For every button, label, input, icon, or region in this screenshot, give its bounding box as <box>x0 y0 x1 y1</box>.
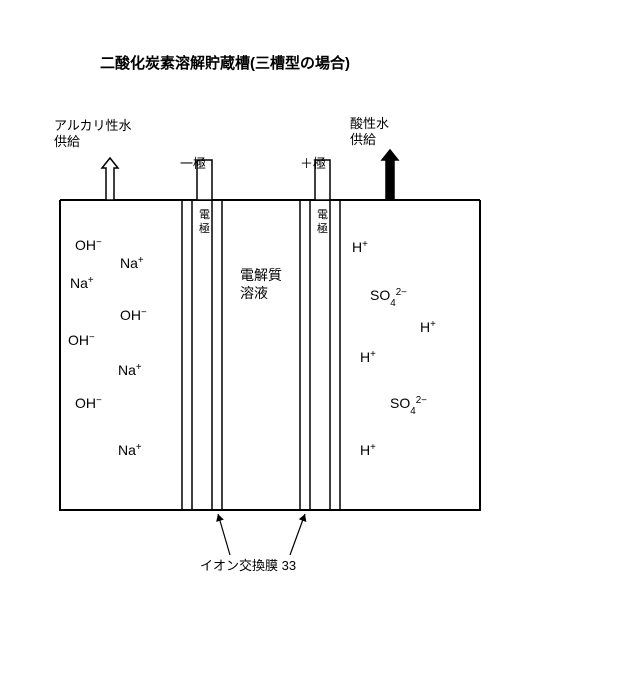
left-supply-label-1: 供給 <box>54 134 80 149</box>
left-supply-label-0: アルカリ性水 <box>54 118 131 133</box>
canvas-bg <box>0 0 622 693</box>
center-label-0: 電解質 <box>240 267 282 283</box>
electrode-label-0-1: 極 <box>199 221 210 235</box>
right-supply-label-0: 酸性水 <box>350 116 389 131</box>
electrode-label-0-0: 電 <box>199 208 210 221</box>
membrane-label: イオン交換膜 33 <box>200 558 296 573</box>
neg-pole-label: 一極 <box>180 156 206 171</box>
diagram-title: 二酸化炭素溶解貯蔵槽(三槽型の場合) <box>100 54 350 72</box>
right-supply-label-1: 供給 <box>350 132 376 147</box>
pos-pole-label: ＋極 <box>300 156 326 171</box>
center-label-1: 溶液 <box>240 285 268 301</box>
electrode-label-1-0: 電 <box>317 208 328 221</box>
electrode-label-1-1: 極 <box>317 221 328 235</box>
